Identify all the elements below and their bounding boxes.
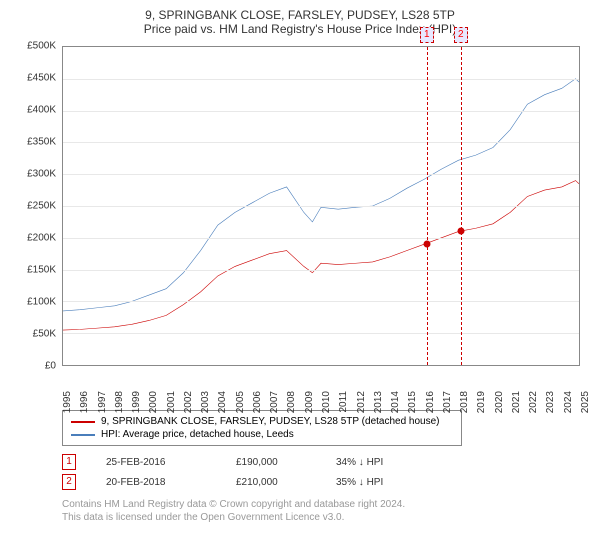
chart-container: 9, SPRINGBANK CLOSE, FARSLEY, PUDSEY, LS… <box>0 0 600 560</box>
x-tick-label: 2008 <box>286 391 297 413</box>
marker-vline <box>427 47 428 365</box>
gridline-h <box>63 79 579 80</box>
y-tick-label: £500K <box>27 41 56 52</box>
gridline-h <box>63 174 579 175</box>
gridline-h <box>63 238 579 239</box>
x-tick-label: 1998 <box>114 391 125 413</box>
y-tick-label: £0 <box>45 361 56 372</box>
gridline-h <box>63 111 579 112</box>
x-tick-label: 2018 <box>459 391 470 413</box>
y-tick-label: £150K <box>27 265 56 276</box>
chart-area: £0 £50K £100K £150K £200K £250K £300K £350K £400… <box>12 42 588 402</box>
legend-label-price-paid: 9, SPRINGBANK CLOSE, FARSLEY, PUDSEY, LS… <box>101 416 440 427</box>
x-tick-label: 2016 <box>425 391 436 413</box>
gridline-h <box>63 206 579 207</box>
x-tick-label: 2007 <box>269 391 280 413</box>
x-tick-label: 2003 <box>200 391 211 413</box>
marker-idx: 2 <box>62 474 76 490</box>
marker-price: £210,000 <box>236 477 306 488</box>
y-tick-label: £300K <box>27 169 56 180</box>
marker-dot <box>423 241 430 248</box>
marker-box: 2 <box>454 27 468 43</box>
x-tick-label: 2025 <box>580 391 591 413</box>
x-tick-label: 2004 <box>217 391 228 413</box>
legend-swatch-hpi <box>71 434 95 436</box>
x-tick-label: 2002 <box>183 391 194 413</box>
marker-price: £190,000 <box>236 457 306 468</box>
legend: 9, SPRINGBANK CLOSE, FARSLEY, PUDSEY, LS… <box>62 410 462 446</box>
chart-title: 9, SPRINGBANK CLOSE, FARSLEY, PUDSEY, LS… <box>12 8 588 22</box>
marker-diff: 35% ↓ HPI <box>336 477 426 488</box>
legend-item-hpi: HPI: Average price, detached house, Leed… <box>71 428 453 441</box>
x-tick-label: 1995 <box>62 391 73 413</box>
x-tick-label: 2024 <box>563 391 574 413</box>
gridline-h <box>63 142 579 143</box>
x-tick-label: 1997 <box>97 391 108 413</box>
chart-subtitle: Price paid vs. HM Land Registry's House … <box>12 22 588 36</box>
x-tick-label: 2023 <box>545 391 556 413</box>
marker-idx: 1 <box>62 454 76 470</box>
marker-dot <box>457 228 464 235</box>
legend-swatch-price-paid <box>71 421 95 423</box>
x-tick-label: 2001 <box>166 391 177 413</box>
y-tick-label: £400K <box>27 105 56 116</box>
y-tick-label: £200K <box>27 233 56 244</box>
x-tick-label: 2012 <box>356 391 367 413</box>
legend-label-hpi: HPI: Average price, detached house, Leed… <box>101 429 294 440</box>
x-tick-label: 2010 <box>321 391 332 413</box>
gridline-h <box>63 333 579 334</box>
x-axis: 1995199619971998199920002001200220032004… <box>62 368 580 402</box>
series-price_paid <box>63 181 579 330</box>
x-tick-label: 2005 <box>235 391 246 413</box>
x-tick-label: 1999 <box>131 391 142 413</box>
x-tick-label: 2014 <box>390 391 401 413</box>
marker-date: 20-FEB-2018 <box>106 477 206 488</box>
x-tick-label: 2006 <box>252 391 263 413</box>
plot-area: 12 <box>62 46 580 366</box>
footer-line2: This data is licensed under the Open Gov… <box>62 511 588 524</box>
marker-date: 25-FEB-2016 <box>106 457 206 468</box>
x-tick-label: 2020 <box>494 391 505 413</box>
x-tick-label: 1996 <box>79 391 90 413</box>
gridline-h <box>63 301 579 302</box>
y-tick-label: £450K <box>27 73 56 84</box>
x-tick-label: 2009 <box>304 391 315 413</box>
footer-line1: Contains HM Land Registry data © Crown c… <box>62 498 588 511</box>
marker-table-row: 2 20-FEB-2018 £210,000 35% ↓ HPI <box>62 472 588 492</box>
x-tick-label: 2021 <box>511 391 522 413</box>
marker-box: 1 <box>420 27 434 43</box>
x-tick-label: 2022 <box>528 391 539 413</box>
gridline-h <box>63 270 579 271</box>
marker-diff: 34% ↓ HPI <box>336 457 426 468</box>
marker-table: 1 25-FEB-2016 £190,000 34% ↓ HPI 2 20-FEB-201… <box>62 452 588 492</box>
x-tick-label: 2015 <box>407 391 418 413</box>
footer-attribution: Contains HM Land Registry data © Crown c… <box>62 498 588 524</box>
legend-item-price-paid: 9, SPRINGBANK CLOSE, FARSLEY, PUDSEY, LS… <box>71 415 453 428</box>
y-tick-label: £100K <box>27 297 56 308</box>
y-tick-label: £50K <box>33 329 56 340</box>
x-tick-label: 2013 <box>373 391 384 413</box>
x-tick-label: 2000 <box>148 391 159 413</box>
y-tick-label: £350K <box>27 137 56 148</box>
x-tick-label: 2011 <box>338 391 349 413</box>
y-tick-label: £250K <box>27 201 56 212</box>
marker-table-row: 1 25-FEB-2016 £190,000 34% ↓ HPI <box>62 452 588 472</box>
y-axis: £0£50K£100K£150K£200K£250K£300K£350K£400… <box>12 46 60 366</box>
series-hpi <box>63 79 579 311</box>
x-tick-label: 2017 <box>442 391 453 413</box>
marker-vline <box>461 47 462 365</box>
x-tick-label: 2019 <box>476 391 487 413</box>
